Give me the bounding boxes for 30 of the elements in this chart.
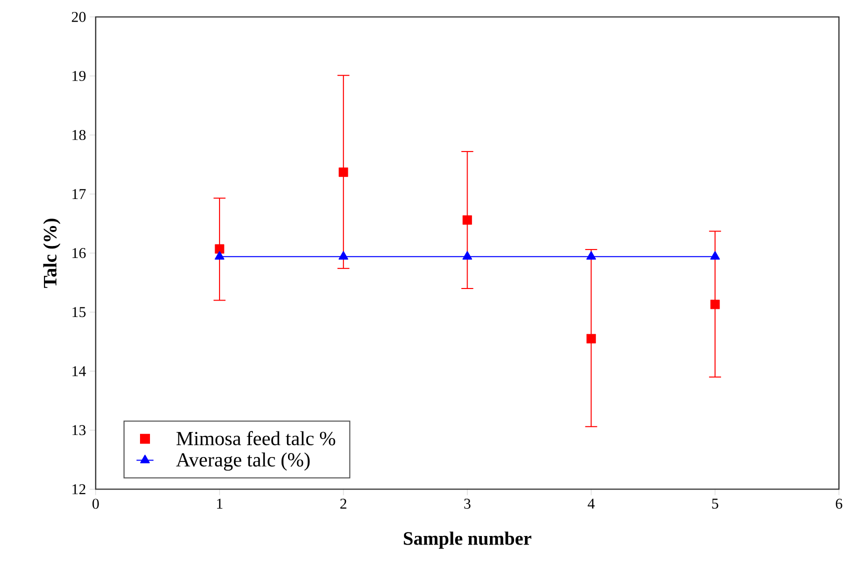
- point: [214, 244, 224, 254]
- x-tick-label: 6: [836, 498, 842, 509]
- x-axis-title: Sample number: [404, 532, 532, 549]
- y-tick-label: 15: [72, 307, 86, 318]
- x-tick-label: 2: [340, 498, 346, 509]
- x-tick-label: 3: [464, 498, 470, 509]
- y-tick-label: 20: [72, 12, 86, 22]
- point: [586, 334, 596, 344]
- x-tick-label: 1: [217, 498, 222, 509]
- x-tick-label: 4: [588, 498, 595, 509]
- x-tick-label: 5: [712, 498, 718, 509]
- point: [462, 251, 472, 260]
- y-tick-label: 16: [72, 248, 86, 258]
- point: [462, 215, 472, 225]
- legend-label: Average talc (%): [176, 452, 310, 471]
- y-tick-label: 18: [72, 130, 86, 140]
- legend-label: Mimosa feed talc %: [176, 431, 336, 446]
- point: [710, 251, 720, 260]
- point: [338, 168, 348, 177]
- y-tick-label: 12: [72, 484, 86, 494]
- point: [586, 251, 596, 260]
- point: [338, 251, 348, 260]
- x-tick-label: 0: [92, 498, 99, 509]
- point: [710, 300, 720, 310]
- y-tick-label: 13: [72, 425, 86, 436]
- y-tick-label: 19: [72, 70, 86, 82]
- y-tick-label: 17: [72, 189, 86, 200]
- y-axis-title: Talc (%): [43, 218, 60, 288]
- point: [214, 251, 224, 260]
- y-tick-label: 14: [72, 366, 86, 376]
